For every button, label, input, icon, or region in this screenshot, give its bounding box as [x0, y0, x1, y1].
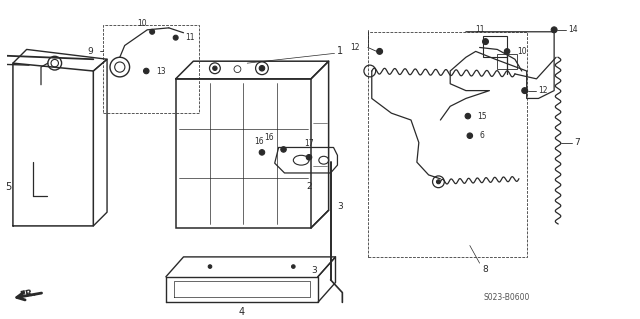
Circle shape — [143, 68, 149, 74]
Text: 4: 4 — [239, 307, 245, 317]
Bar — [483, 36, 507, 57]
Text: 10: 10 — [517, 47, 527, 56]
Circle shape — [259, 150, 265, 155]
Text: 5: 5 — [4, 182, 11, 192]
Circle shape — [465, 113, 470, 119]
Bar — [175, 79, 311, 228]
Circle shape — [212, 66, 217, 70]
Text: 9: 9 — [88, 47, 93, 56]
Text: FR.: FR. — [19, 289, 36, 300]
Text: 8: 8 — [483, 264, 488, 274]
Circle shape — [551, 27, 557, 33]
Circle shape — [504, 48, 510, 54]
Text: 16: 16 — [254, 137, 264, 146]
Text: 10: 10 — [138, 19, 147, 28]
Text: 11: 11 — [476, 25, 485, 34]
Text: 14: 14 — [568, 25, 577, 34]
Text: 13: 13 — [156, 66, 166, 76]
Circle shape — [483, 39, 488, 45]
Text: 6: 6 — [479, 131, 484, 140]
Circle shape — [259, 65, 265, 71]
Text: 12: 12 — [538, 86, 548, 95]
Bar — [497, 54, 517, 69]
Circle shape — [208, 265, 212, 268]
Text: 16: 16 — [264, 133, 274, 142]
Circle shape — [281, 147, 286, 152]
Circle shape — [150, 29, 155, 34]
Text: 3: 3 — [337, 202, 343, 211]
Text: 12: 12 — [351, 43, 360, 52]
Text: 15: 15 — [477, 112, 487, 121]
Bar — [368, 32, 527, 257]
Text: 7: 7 — [573, 138, 579, 147]
Text: S023-B0600: S023-B0600 — [484, 293, 531, 302]
Circle shape — [436, 180, 440, 184]
Text: 17: 17 — [304, 139, 314, 148]
Circle shape — [292, 265, 295, 268]
Circle shape — [307, 154, 312, 160]
Text: 1: 1 — [337, 46, 342, 56]
Circle shape — [467, 133, 472, 138]
Bar — [103, 25, 199, 113]
Text: 3: 3 — [311, 265, 317, 275]
Circle shape — [173, 35, 178, 40]
Text: 2: 2 — [306, 182, 312, 191]
Text: 11: 11 — [186, 33, 195, 42]
Circle shape — [522, 88, 527, 93]
Circle shape — [377, 48, 383, 54]
